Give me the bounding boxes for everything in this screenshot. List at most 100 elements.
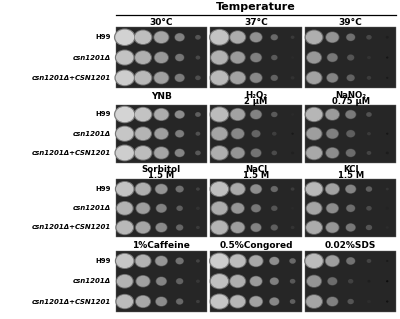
Circle shape xyxy=(176,131,183,137)
Circle shape xyxy=(210,253,229,269)
Circle shape xyxy=(175,111,184,118)
Circle shape xyxy=(157,278,166,285)
Circle shape xyxy=(154,128,168,139)
Circle shape xyxy=(290,280,294,283)
Circle shape xyxy=(212,128,227,139)
Circle shape xyxy=(230,31,246,43)
Circle shape xyxy=(231,184,244,194)
Circle shape xyxy=(272,151,276,155)
Circle shape xyxy=(272,151,276,154)
Circle shape xyxy=(196,36,200,39)
Circle shape xyxy=(306,202,322,214)
Text: 2 μM: 2 μM xyxy=(244,97,268,106)
Circle shape xyxy=(154,72,169,84)
Text: H99: H99 xyxy=(95,186,111,192)
Circle shape xyxy=(136,72,151,84)
Circle shape xyxy=(196,113,200,116)
Circle shape xyxy=(231,32,244,43)
Circle shape xyxy=(326,184,338,194)
Circle shape xyxy=(346,111,355,118)
Circle shape xyxy=(136,256,150,266)
Circle shape xyxy=(328,278,337,285)
Circle shape xyxy=(116,202,133,215)
Circle shape xyxy=(134,146,152,160)
Circle shape xyxy=(251,223,261,232)
Circle shape xyxy=(272,206,277,211)
Circle shape xyxy=(307,296,321,307)
Circle shape xyxy=(308,52,320,63)
Circle shape xyxy=(137,296,150,307)
Circle shape xyxy=(250,256,262,266)
Circle shape xyxy=(271,225,278,230)
Circle shape xyxy=(176,111,184,118)
Circle shape xyxy=(230,255,245,267)
Circle shape xyxy=(347,75,354,81)
Circle shape xyxy=(307,275,322,287)
Circle shape xyxy=(251,149,261,157)
Circle shape xyxy=(117,221,132,234)
Circle shape xyxy=(231,203,244,213)
Circle shape xyxy=(177,279,182,284)
Circle shape xyxy=(328,298,337,305)
Circle shape xyxy=(231,129,244,139)
Circle shape xyxy=(136,108,151,121)
Circle shape xyxy=(367,76,371,79)
Circle shape xyxy=(386,114,388,115)
Circle shape xyxy=(135,51,151,64)
Circle shape xyxy=(154,147,169,159)
Circle shape xyxy=(306,108,322,121)
Circle shape xyxy=(230,183,245,195)
Circle shape xyxy=(137,277,149,286)
Circle shape xyxy=(386,208,388,209)
Circle shape xyxy=(307,128,321,139)
Circle shape xyxy=(349,280,353,283)
Circle shape xyxy=(326,256,339,266)
Circle shape xyxy=(290,300,294,303)
Circle shape xyxy=(176,34,184,41)
Circle shape xyxy=(230,71,246,84)
Circle shape xyxy=(116,126,134,141)
Circle shape xyxy=(291,36,294,38)
Circle shape xyxy=(270,298,278,305)
Text: 1%Caffeine: 1%Caffeine xyxy=(132,241,190,250)
Circle shape xyxy=(154,108,169,120)
Circle shape xyxy=(116,30,134,44)
Circle shape xyxy=(305,30,323,44)
Circle shape xyxy=(117,255,133,267)
Circle shape xyxy=(348,300,353,303)
Circle shape xyxy=(230,108,245,120)
Circle shape xyxy=(291,188,294,190)
Circle shape xyxy=(367,260,370,262)
Circle shape xyxy=(196,76,200,80)
Circle shape xyxy=(136,147,151,159)
Circle shape xyxy=(271,75,278,80)
Circle shape xyxy=(155,256,167,266)
Circle shape xyxy=(272,76,277,80)
Circle shape xyxy=(386,37,388,38)
Circle shape xyxy=(308,276,320,286)
Circle shape xyxy=(231,109,244,120)
Circle shape xyxy=(387,301,388,302)
Circle shape xyxy=(136,52,150,63)
Circle shape xyxy=(252,131,260,137)
Circle shape xyxy=(116,294,134,308)
Circle shape xyxy=(328,74,337,82)
Text: NaCl: NaCl xyxy=(245,165,267,174)
Circle shape xyxy=(210,274,229,289)
Circle shape xyxy=(367,77,370,79)
Circle shape xyxy=(135,183,151,195)
Circle shape xyxy=(212,51,227,63)
Circle shape xyxy=(368,56,370,58)
Circle shape xyxy=(252,224,260,231)
Circle shape xyxy=(231,147,245,159)
Circle shape xyxy=(137,222,150,233)
Text: 1.5 M: 1.5 M xyxy=(243,171,269,180)
Circle shape xyxy=(117,127,133,140)
Circle shape xyxy=(116,50,134,65)
Bar xyxy=(210,179,302,237)
Circle shape xyxy=(386,227,388,228)
Circle shape xyxy=(176,258,183,263)
Circle shape xyxy=(211,146,228,160)
Text: 1.5 M: 1.5 M xyxy=(148,171,174,180)
Circle shape xyxy=(210,107,229,122)
